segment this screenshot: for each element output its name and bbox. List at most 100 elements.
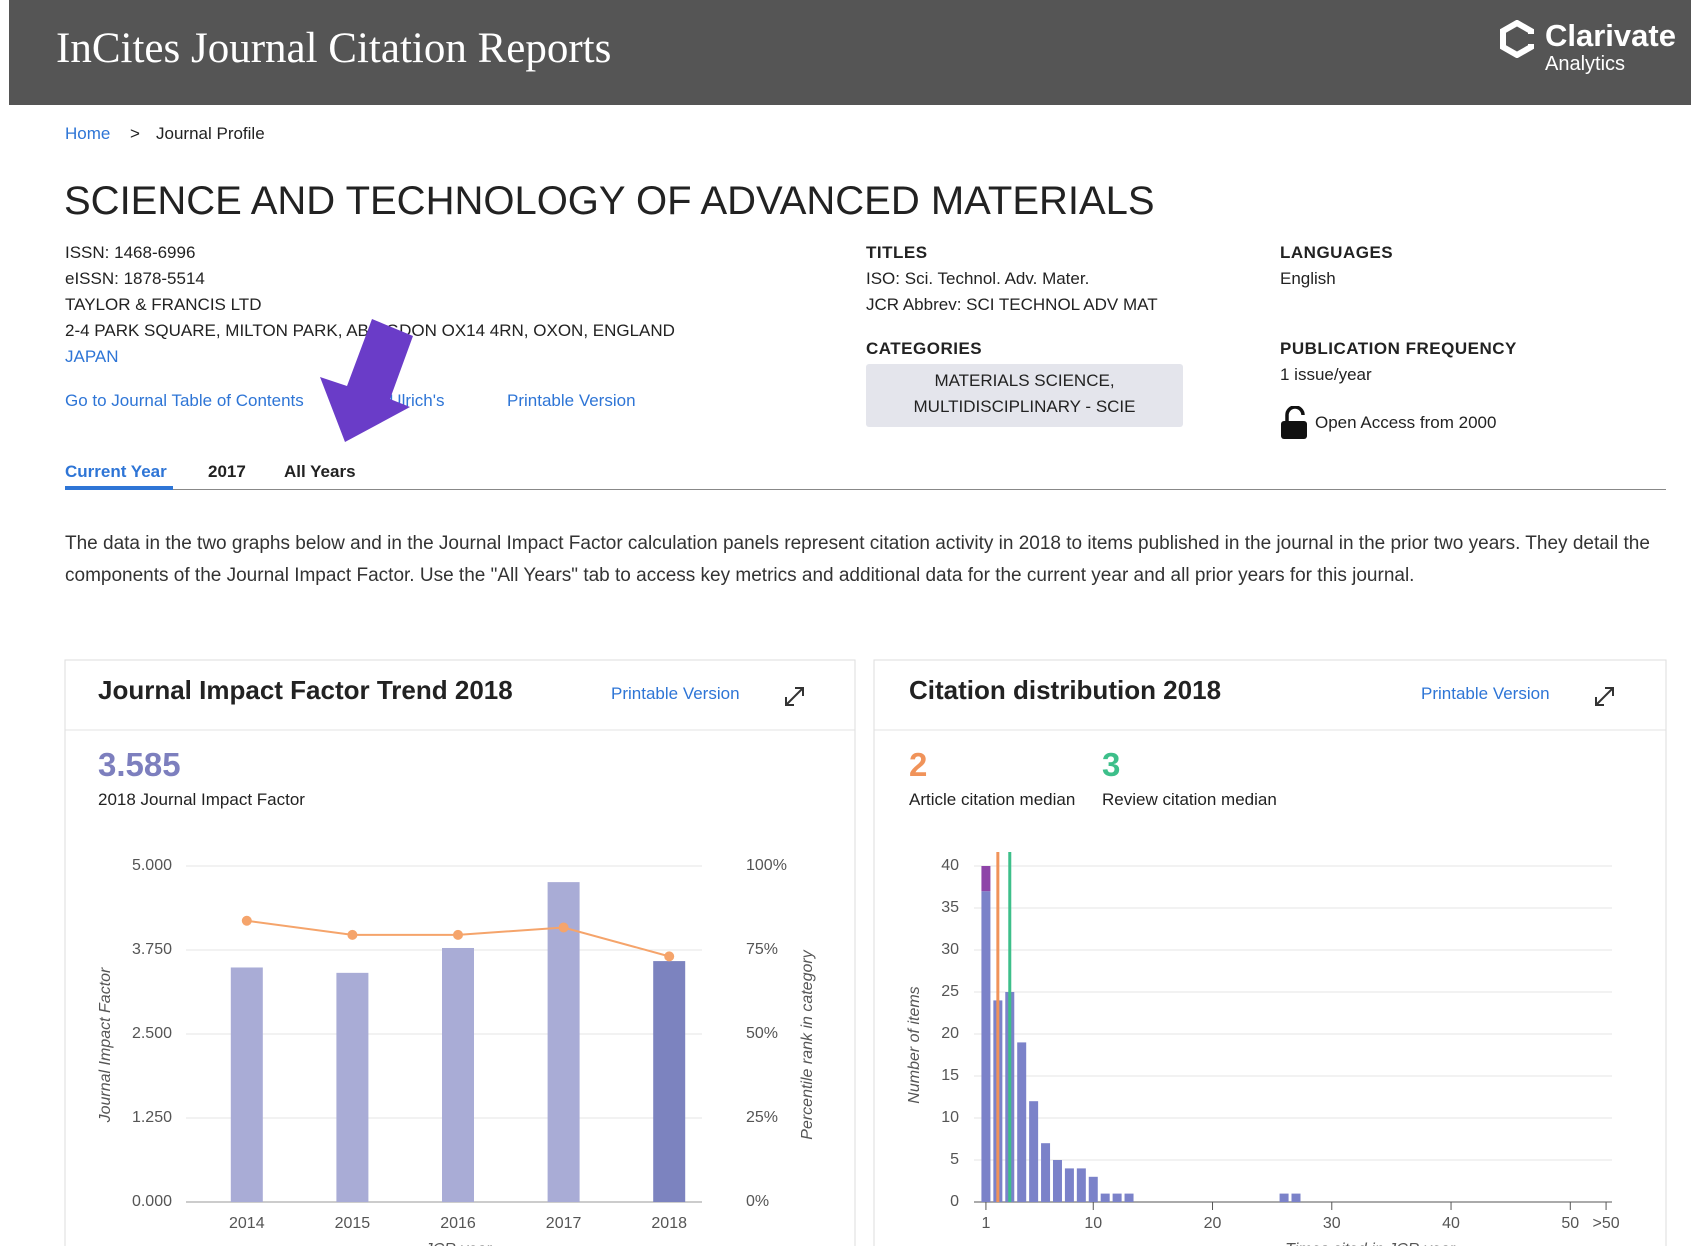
y-axis-label: Number of items: [906, 986, 923, 1103]
y-tick-label: 1.250: [132, 1109, 172, 1126]
y-tick-label: 0.000: [132, 1193, 172, 1210]
link[interactable]: Printable Version: [507, 391, 636, 410]
expand-icon[interactable]: [1595, 687, 1614, 706]
x-tick-label: 2015: [335, 1215, 371, 1232]
y-tick-label: 15: [941, 1067, 959, 1084]
y2-tick-label: 25%: [746, 1109, 778, 1126]
metric-value: 3: [1102, 746, 1121, 783]
expand-icon[interactable]: [785, 687, 804, 706]
bar: [1041, 1143, 1051, 1202]
metric-label: Review citation median: [1102, 790, 1277, 809]
x-tick-label: 2018: [651, 1215, 687, 1232]
info-line: JAPAN: [65, 347, 119, 366]
x-axis-label: Times cited in JCR year: [1285, 1241, 1455, 1246]
tab-underline: [65, 486, 173, 490]
y2-tick-label: 0%: [746, 1193, 769, 1210]
info-line: ISSN: 1468-6996: [65, 243, 196, 262]
y-tick-label: 20: [941, 1025, 959, 1042]
line-point: [664, 951, 675, 962]
bar: [1076, 1168, 1086, 1202]
y-tick-label: 40: [941, 857, 959, 874]
bar: [1100, 1193, 1110, 1202]
x-tick-label: 2017: [546, 1215, 582, 1232]
y-tick-label: 3.750: [132, 941, 172, 958]
description: The data in the two graphs below and in …: [65, 533, 1650, 586]
brand: Clarivate: [1545, 18, 1676, 53]
y-tick-label: 10: [941, 1109, 959, 1126]
bar: [1279, 1193, 1289, 1202]
bar: [230, 967, 263, 1202]
line-point: [347, 929, 358, 940]
category-box[interactable]: MATERIALS SCIENCE, MULTIDISCIPLINARY - S…: [866, 364, 1183, 427]
link[interactable]: Go to Journal Table of Contents: [65, 391, 304, 410]
bar: [442, 947, 474, 1202]
y-tick-label: 25: [941, 983, 959, 1000]
x-tick-label: 2014: [229, 1215, 265, 1232]
y2-tick-label: 100%: [746, 857, 787, 874]
breadcrumb-separator: >: [130, 124, 140, 143]
line-point: [453, 929, 463, 940]
app-title: InCites Journal Citation Reports: [56, 25, 612, 72]
language: English: [1280, 269, 1336, 288]
bar: [1291, 1193, 1301, 1202]
y-tick-label: 0: [950, 1193, 959, 1210]
bar: [547, 882, 580, 1202]
y2-axis-label: Percentile rank in category: [799, 949, 816, 1139]
frequency: 1 issue/year: [1280, 365, 1372, 384]
y-tick-label: 35: [941, 899, 959, 916]
panel-title: Journal Impact Factor Trend 2018: [98, 675, 513, 705]
line-point: [241, 915, 252, 926]
x-tick-label: 40: [1442, 1215, 1460, 1232]
y2-tick-label: 75%: [746, 941, 778, 958]
y-axis-label: Journal Impact Factor: [97, 967, 114, 1123]
panel-title: Citation distribution 2018: [909, 675, 1222, 705]
breadcrumb-link[interactable]: Home: [65, 124, 111, 143]
lock-icon: [1281, 406, 1307, 439]
y-tick-label: 30: [941, 941, 959, 958]
bar: [1112, 1193, 1122, 1202]
info-line: eISSN: 1878-5514: [65, 269, 205, 288]
bar: [981, 866, 991, 892]
y-tick-label: 2.500: [132, 1025, 172, 1042]
section-heading: TITLES: [866, 243, 928, 262]
tab[interactable]: 2017: [208, 462, 246, 481]
y2-tick-label: 50%: [746, 1025, 778, 1042]
line-point: [558, 922, 569, 933]
brand-sub: Analytics: [1545, 53, 1626, 75]
bar: [1088, 1176, 1098, 1202]
x-tick-label: 30: [1323, 1215, 1341, 1232]
header-bar: [9, 0, 1691, 105]
open-access: Open Access from 2000: [1315, 413, 1497, 432]
x-axis-label: JCR year: [424, 1241, 492, 1246]
x-tick-label: 1: [981, 1215, 990, 1232]
metric-value: 3.585: [98, 746, 181, 783]
bar: [336, 972, 369, 1202]
tab[interactable]: Current Year: [65, 462, 167, 481]
title-line: JCR Abbrev: SCI TECHNOL ADV MAT: [866, 295, 1158, 314]
x-tick-label: 20: [1204, 1215, 1222, 1232]
metric-label: 2018 Journal Impact Factor: [98, 790, 305, 809]
title-line: ISO: Sci. Technol. Adv. Mater.: [866, 269, 1090, 288]
bar: [981, 891, 991, 1202]
x-tick-label: >50: [1593, 1215, 1620, 1232]
breadcrumb-current: Journal Profile: [156, 124, 265, 143]
y-tick-label: 5.000: [132, 857, 172, 874]
bar: [1017, 1042, 1027, 1202]
printable-link[interactable]: Printable Version: [611, 684, 740, 703]
tab[interactable]: All Years: [284, 462, 356, 481]
journal-title: SCIENCE AND TECHNOLOGY OF ADVANCED MATER…: [64, 179, 1155, 223]
section-heading: LANGUAGES: [1280, 243, 1394, 262]
printable-link[interactable]: Printable Version: [1421, 684, 1550, 703]
bar: [1124, 1193, 1134, 1202]
bar: [1029, 1101, 1039, 1202]
x-tick-label: 50: [1561, 1215, 1579, 1232]
metric-value: 2: [909, 746, 928, 783]
y-tick-label: 5: [950, 1151, 959, 1168]
brand-logo: [1500, 20, 1534, 58]
section-heading: PUBLICATION FREQUENCY: [1280, 339, 1517, 358]
metric-label: Article citation median: [909, 790, 1076, 809]
bar: [1052, 1160, 1062, 1202]
